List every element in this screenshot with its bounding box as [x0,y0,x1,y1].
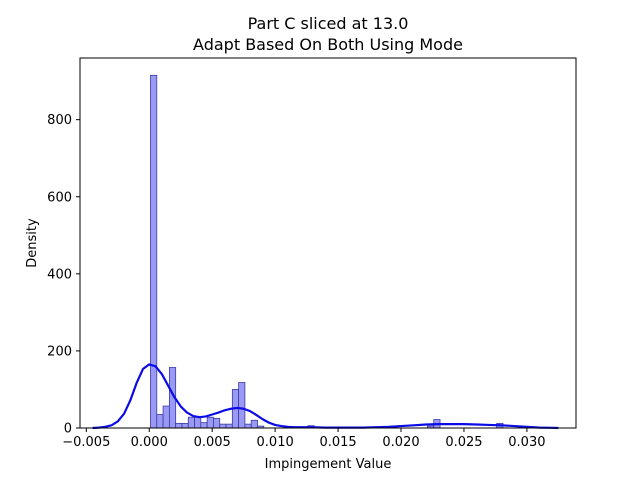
histogram-bar [213,417,221,429]
histogram-bar [181,422,189,429]
kde-line [92,363,559,430]
x-axis-ticks: −0.005 0.000 0.005 0.010 0.015 0.020 0.025 0.03… [62,428,546,450]
plot-frame [79,57,577,429]
y-axis-ticks: 0 200 400 600 800 [47,113,80,437]
kde-curve [92,363,559,430]
histogram-bar [162,405,170,429]
histogram-bar [250,419,258,429]
y-tick-label: 800 [47,113,72,128]
y-tick-label: 400 [47,267,72,282]
histogram-bar [244,423,252,429]
x-tick-label: 0.010 [257,435,294,450]
x-tick-label: 0.025 [445,435,482,450]
y-tick-label: 600 [47,190,72,205]
x-tick-label: 0.020 [382,435,419,450]
x-tick-label: 0.000 [131,435,168,450]
x-tick-label: 0.030 [508,435,545,450]
histogram-bar [238,382,246,429]
histogram-bar [194,416,202,429]
histogram-bar [187,416,195,429]
y-axis-label: Density [25,218,40,268]
chart-subtitle: Adapt Based On Both Using Mode [193,35,463,54]
x-tick-label: 0.015 [319,435,356,450]
histogram-bar [156,414,164,429]
histogram-bars [150,74,504,429]
histogram-bar [225,423,233,429]
x-axis-label: Impingement Value [265,457,392,472]
histogram-bar [150,74,158,429]
histogram-bar [206,416,214,429]
x-tick-label: −0.005 [62,435,110,450]
histogram-bar [175,422,183,429]
histogram-bar [219,423,227,429]
y-tick-label: 200 [47,344,72,359]
x-tick-label: 0.005 [194,435,231,450]
chart-title: Part C sliced at 13.0 [248,14,409,33]
y-tick-label: 0 [64,422,72,437]
histogram-bar [200,422,208,429]
